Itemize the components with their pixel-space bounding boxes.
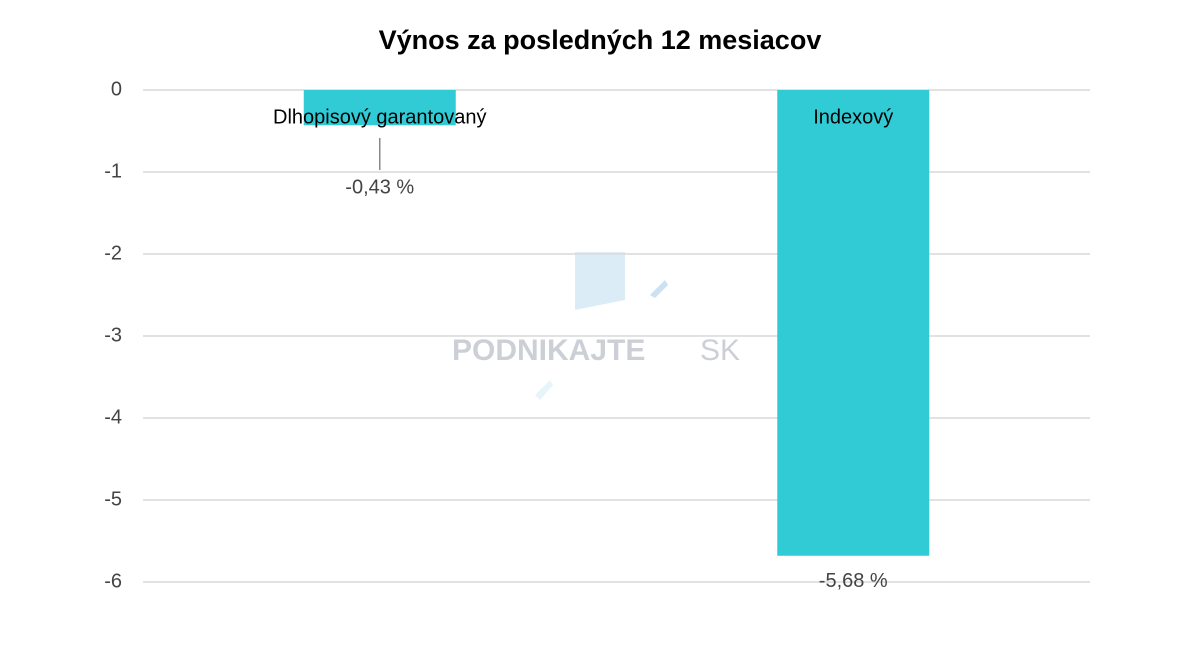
watermark-text: PODNIKAJTE xyxy=(452,334,645,367)
y-tick-label: -5 xyxy=(104,488,122,510)
y-tick-label: -4 xyxy=(104,406,122,428)
category-label: Dlhopisový garantovaný xyxy=(273,106,486,128)
y-tick-label: -2 xyxy=(104,242,122,264)
y-tick-label: -6 xyxy=(104,570,122,592)
value-label: -5,68 % xyxy=(819,570,888,592)
y-tick-label: -3 xyxy=(104,324,122,346)
value-label: -0,43 % xyxy=(345,176,414,198)
watermark: PODNIKAJTE SK xyxy=(452,252,740,400)
watermark-text: SK xyxy=(700,334,740,367)
chart-title: Výnos za posledných 12 mesiacov xyxy=(379,25,822,55)
category-label: Indexový xyxy=(813,106,893,128)
y-tick-label: -1 xyxy=(104,160,122,182)
bar xyxy=(303,90,456,126)
watermark-logo xyxy=(535,380,553,400)
bar xyxy=(777,90,930,556)
watermark-logo xyxy=(650,280,668,298)
watermark-logo xyxy=(575,252,625,310)
y-tick-label: 0 xyxy=(111,78,122,100)
